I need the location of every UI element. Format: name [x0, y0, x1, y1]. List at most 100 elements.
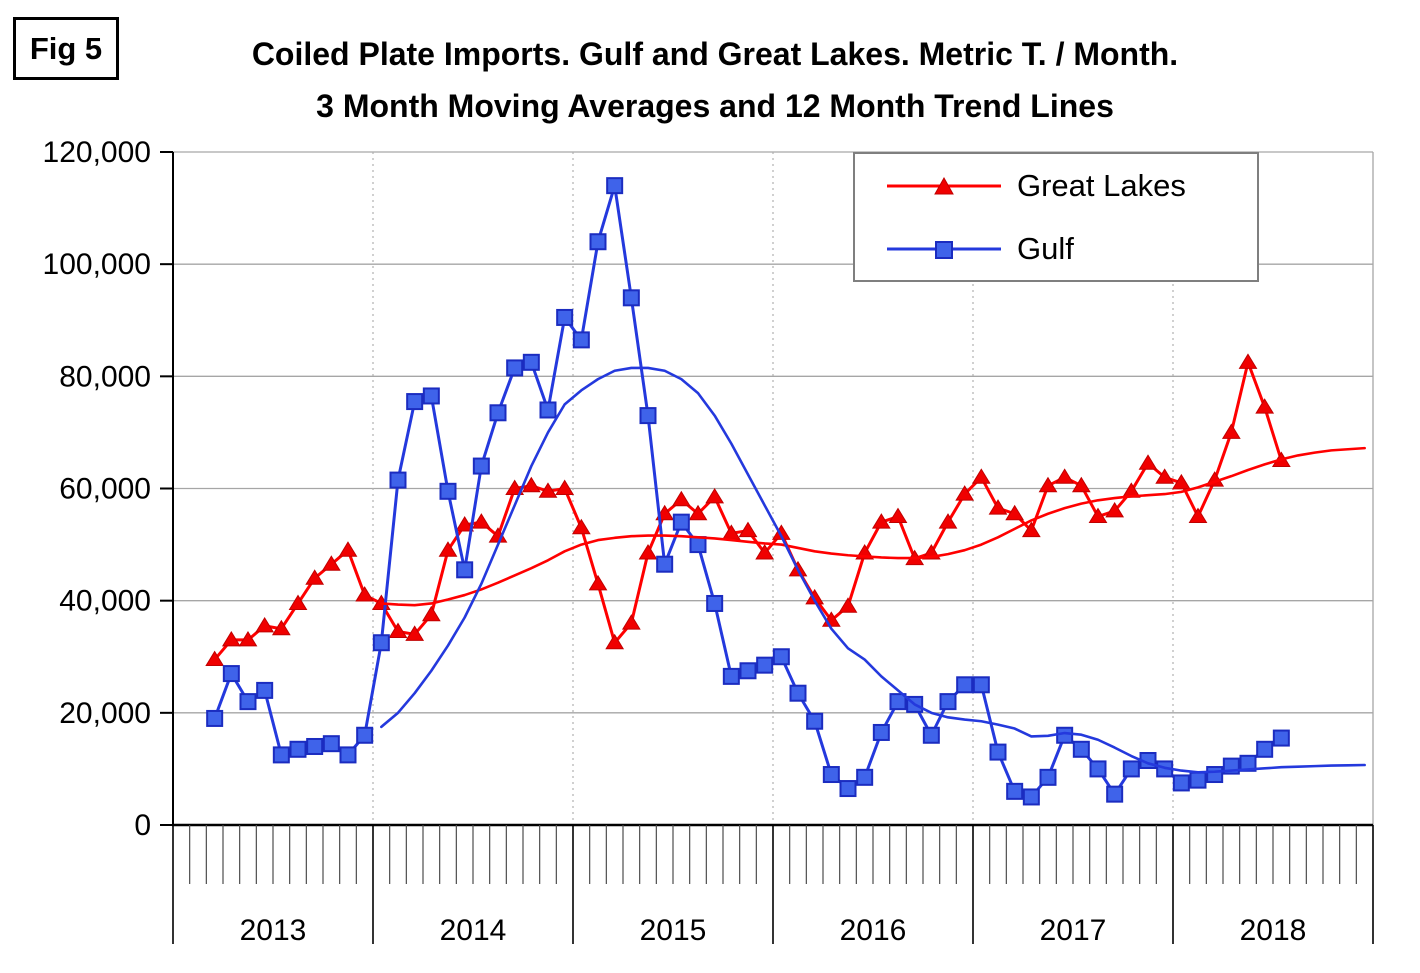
- great-lakes-marker: [221, 630, 241, 647]
- gulf-marker: [806, 712, 824, 730]
- gulf-marker: [439, 482, 457, 500]
- great-lakes-marker: [1255, 398, 1275, 414]
- gulf-marker: [1006, 782, 1024, 800]
- gulf-marker: [722, 667, 740, 685]
- gulf-marker: [1039, 768, 1057, 786]
- great-lakes-marker: [505, 479, 525, 495]
- great-lakes-marker: [1105, 501, 1125, 518]
- gulf-marker: [772, 648, 790, 666]
- gulf-marker: [672, 513, 690, 531]
- gulf-marker: [472, 457, 490, 475]
- great-lakes-marker: [555, 479, 575, 495]
- gulf-marker: [1189, 771, 1207, 789]
- gulf-marker: [756, 656, 774, 674]
- gulf-marker: [1206, 766, 1224, 784]
- gulf-marker: [939, 693, 957, 711]
- great-lakes-marker: [521, 476, 541, 493]
- gulf-marker: [422, 387, 440, 405]
- gulf-marker: [556, 308, 574, 326]
- gulf-marker: [1256, 740, 1274, 758]
- x-axis-year-label: 2017: [1040, 914, 1107, 947]
- x-axis-year-label: 2018: [1240, 914, 1307, 947]
- great-lakes-marker: [271, 619, 291, 636]
- great-lakes-data-line: [213, 360, 1283, 662]
- great-lakes-marker: [388, 622, 408, 639]
- y-axis-label: 40,000: [59, 585, 151, 618]
- great-lakes-marker: [538, 482, 558, 498]
- great-lakes-marker: [438, 541, 458, 557]
- great-lakes-marker: [838, 597, 858, 613]
- great-lakes-marker: [738, 521, 758, 538]
- gulf-marker: [1239, 754, 1257, 772]
- great-lakes-marker: [871, 513, 891, 529]
- great-lakes-marker: [888, 507, 908, 524]
- great-lakes-marker: [621, 614, 641, 630]
- great-lakes-marker: [971, 468, 991, 484]
- great-lakes-marker: [255, 616, 275, 633]
- gulf-marker: [389, 471, 407, 489]
- great-lakes-marker: [471, 513, 491, 529]
- y-axis-label: 60,000: [59, 473, 151, 506]
- gulf-marker: [972, 676, 990, 694]
- great-lakes-marker: [988, 499, 1008, 515]
- great-lakes-marker: [238, 630, 258, 647]
- great-lakes-marker: [1221, 423, 1241, 439]
- great-lakes-marker: [205, 650, 225, 667]
- great-lakes-marker: [305, 569, 325, 585]
- great-lakes-marker: [1021, 521, 1041, 538]
- gulf-marker: [572, 331, 590, 349]
- gulf-marker: [989, 743, 1007, 761]
- gulf-marker: [1022, 788, 1040, 806]
- gulf-marker: [1072, 740, 1090, 758]
- great-lakes-trend-line: [380, 446, 1366, 607]
- great-lakes-marker: [955, 485, 975, 501]
- great-lakes-marker: [1138, 454, 1158, 470]
- square-legend-icon: [887, 240, 1001, 259]
- great-lakes-marker: [455, 515, 475, 532]
- great-lakes-marker: [1071, 476, 1091, 493]
- gulf-marker: [522, 353, 540, 371]
- gulf-marker: [539, 401, 557, 419]
- great-lakes-marker: [771, 524, 791, 540]
- chart-title-line2: 3 Month Moving Averages and 12 Month Tre…: [316, 88, 1114, 124]
- great-lakes-marker: [755, 544, 775, 560]
- figure-number-box: Fig 5: [13, 17, 119, 80]
- gulf-marker: [822, 766, 840, 784]
- gulf-marker: [1056, 726, 1074, 744]
- gulf-marker: [256, 681, 274, 699]
- x-axis-year-label: 2016: [840, 914, 907, 947]
- gulf-marker: [1122, 760, 1140, 778]
- great-lakes-marker: [1055, 468, 1075, 484]
- gulf-marker: [739, 662, 757, 680]
- gulf-marker: [372, 634, 390, 652]
- y-axis-label: 0: [134, 809, 151, 842]
- gulf-marker: [272, 746, 290, 764]
- great-lakes-marker: [705, 487, 725, 504]
- great-lakes-marker: [805, 588, 825, 605]
- gulf-marker: [456, 561, 474, 579]
- figure-number-label: Fig 5: [29, 30, 103, 66]
- gulf-marker: [1106, 785, 1124, 803]
- gulf-marker: [322, 735, 340, 753]
- great-lakes-marker: [671, 490, 691, 507]
- great-lakes-marker: [588, 574, 608, 591]
- legend: Great Lakes Gulf: [853, 152, 1259, 282]
- great-lakes-marker: [638, 544, 658, 560]
- great-lakes-marker: [571, 518, 591, 535]
- great-lakes-marker: [1005, 504, 1025, 521]
- gulf-marker: [1172, 774, 1190, 792]
- great-lakes-marker: [688, 504, 708, 521]
- gulf-marker: [956, 676, 974, 694]
- gulf-marker: [689, 536, 707, 554]
- y-axis-label: 80,000: [59, 360, 151, 393]
- gulf-marker: [639, 407, 657, 425]
- gulf-marker: [1272, 729, 1290, 747]
- gulf-marker: [839, 780, 857, 798]
- gulf-marker: [789, 684, 807, 702]
- chart-title-line1: Coiled Plate Imports. Gulf and Great Lak…: [251, 36, 1179, 72]
- gulf-marker: [239, 693, 257, 711]
- gulf-marker: [206, 709, 224, 727]
- great-lakes-marker: [938, 513, 958, 529]
- triangle-legend-icon: [887, 176, 1001, 194]
